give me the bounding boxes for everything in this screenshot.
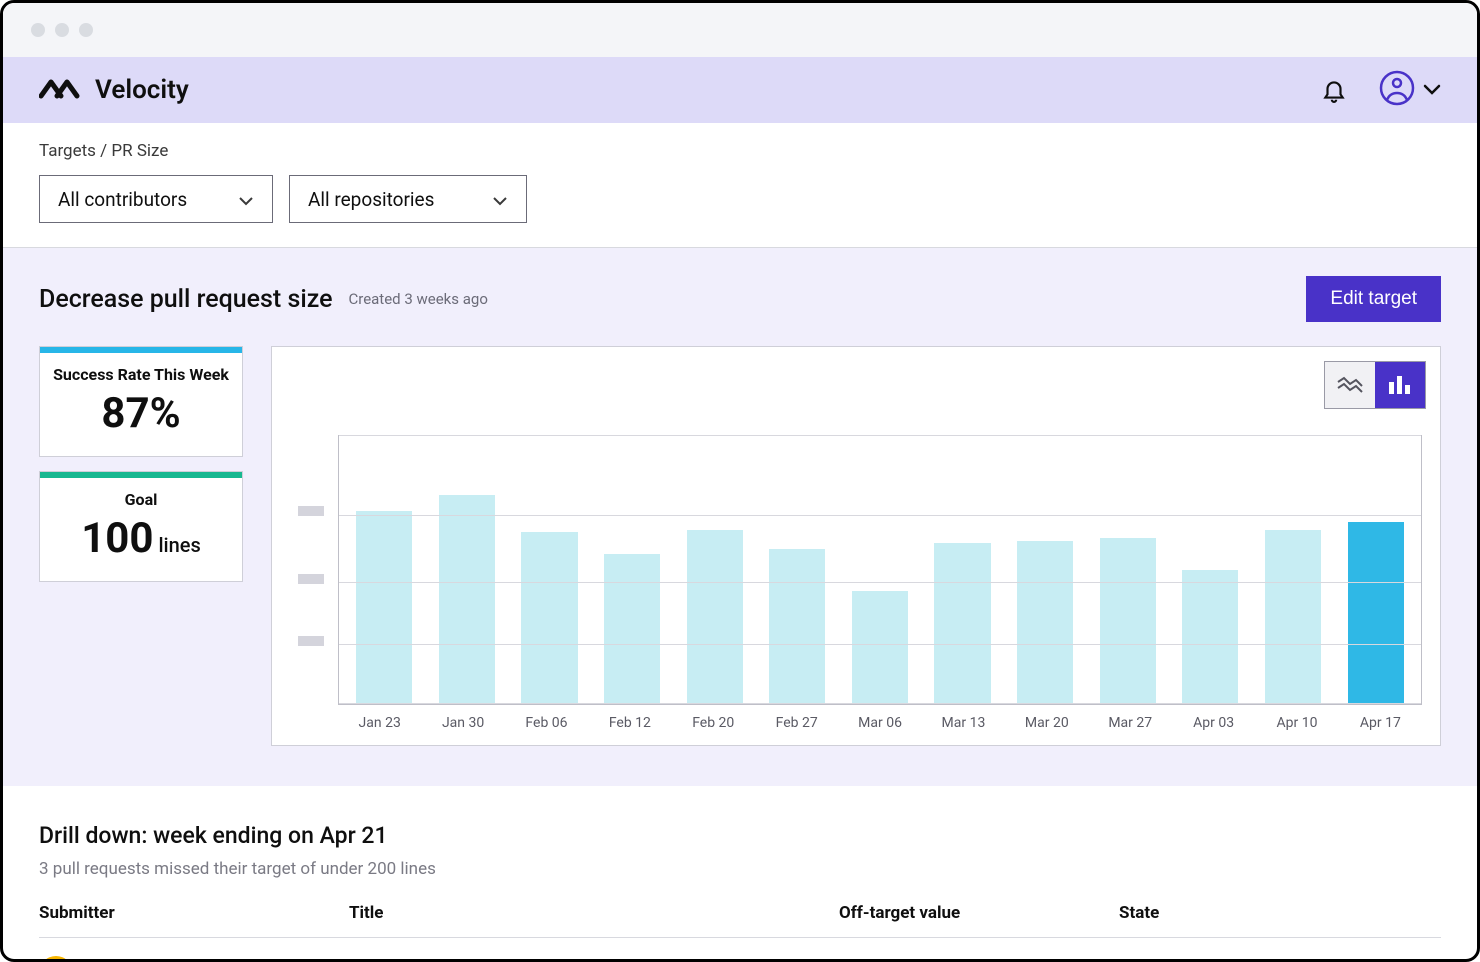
col-header-submitter: Submitter: [39, 903, 349, 923]
chart-bar[interactable]: [1100, 538, 1156, 704]
x-axis-label: Apr 17: [1339, 715, 1422, 731]
table-row[interactable]: Ron WeasleyCG-35: Prototype bonus order …: [39, 938, 1441, 962]
chevron-down-icon: [492, 188, 508, 211]
traffic-light-dot: [31, 23, 45, 37]
x-axis-label: Mar 13: [922, 715, 1005, 731]
chart-bar[interactable]: [521, 532, 577, 704]
x-axis-label: Feb 20: [672, 715, 755, 731]
chart-bar[interactable]: [1265, 530, 1321, 704]
chart-bar[interactable]: [687, 530, 743, 704]
col-header-title: Title: [349, 903, 839, 923]
x-axis-label: Feb 12: [588, 715, 671, 731]
line-chart-toggle[interactable]: [1325, 362, 1375, 408]
x-axis-label: Jan 23: [338, 715, 421, 731]
target-created: Created 3 weeks ago: [348, 290, 487, 308]
y-axis-tick: [298, 506, 324, 516]
chart-bar[interactable]: [934, 543, 990, 704]
bar-chart-toggle[interactable]: [1375, 362, 1425, 408]
x-axis-label: Feb 06: [505, 715, 588, 731]
chart-bar[interactable]: [1348, 522, 1404, 704]
x-axis-label: Mar 20: [1005, 715, 1088, 731]
chart-bar[interactable]: [852, 591, 908, 704]
col-header-value: Off-target value: [839, 903, 1119, 923]
goal-card: Goal 100 lines: [39, 471, 243, 582]
contributors-select-value: All contributors: [58, 188, 187, 211]
chart-bar[interactable]: [1017, 541, 1073, 704]
card-stripe: [40, 347, 242, 353]
success-rate-card: Success Rate This Week 87%: [39, 346, 243, 457]
chevron-down-icon: [1423, 81, 1441, 100]
x-axis-label: Mar 06: [838, 715, 921, 731]
chart-bar[interactable]: [769, 549, 825, 704]
y-axis-tick: [298, 636, 324, 646]
repositories-select[interactable]: All repositories: [289, 175, 527, 223]
contributors-select[interactable]: All contributors: [39, 175, 273, 223]
drill-down-title: Drill down: week ending on Apr 21: [39, 822, 1441, 849]
app-title: Velocity: [95, 75, 189, 105]
edit-target-button[interactable]: Edit target: [1306, 276, 1441, 322]
avatar-icon: [1379, 70, 1415, 110]
traffic-light-dot: [55, 23, 69, 37]
logo-icon: [39, 76, 81, 104]
col-header-state: State: [1119, 903, 1441, 923]
target-title: Decrease pull request size: [39, 285, 332, 314]
card-stripe: [40, 472, 242, 478]
bar-chart: Jan 23Jan 30Feb 06Feb 12Feb 20Feb 27Mar …: [290, 435, 1422, 731]
user-menu[interactable]: [1379, 70, 1441, 110]
goal-label: Goal: [50, 490, 232, 510]
table-header: Submitter Title Off-target value State: [39, 903, 1441, 938]
chart-bar[interactable]: [604, 554, 660, 704]
traffic-light-dot: [79, 23, 93, 37]
chart-bar[interactable]: [1182, 570, 1238, 704]
goal-value: 100 lines: [50, 514, 232, 563]
x-axis-label: Jan 30: [421, 715, 504, 731]
x-axis-label: Feb 27: [755, 715, 838, 731]
breadcrumb[interactable]: Targets / PR Size: [39, 141, 1441, 161]
avatar-icon: [39, 956, 73, 962]
success-rate-value: 87%: [50, 389, 232, 438]
chart-bar[interactable]: [356, 511, 412, 704]
chevron-down-icon: [238, 188, 254, 211]
window-titlebar: [3, 3, 1477, 57]
chart-panel: Jan 23Jan 30Feb 06Feb 12Feb 20Feb 27Mar …: [271, 346, 1441, 746]
notifications-icon[interactable]: [1321, 76, 1347, 104]
repositories-select-value: All repositories: [308, 188, 434, 211]
drill-down-subtitle: 3 pull requests missed their target of u…: [39, 859, 1441, 879]
x-axis-label: Apr 03: [1172, 715, 1255, 731]
y-axis-tick: [298, 574, 324, 584]
x-axis-label: Apr 10: [1255, 715, 1338, 731]
chart-bar[interactable]: [439, 495, 495, 704]
x-axis-label: Mar 27: [1089, 715, 1172, 731]
success-rate-label: Success Rate This Week: [50, 365, 232, 385]
app-header: Velocity: [3, 57, 1477, 123]
chart-type-toggle: [1324, 361, 1426, 409]
